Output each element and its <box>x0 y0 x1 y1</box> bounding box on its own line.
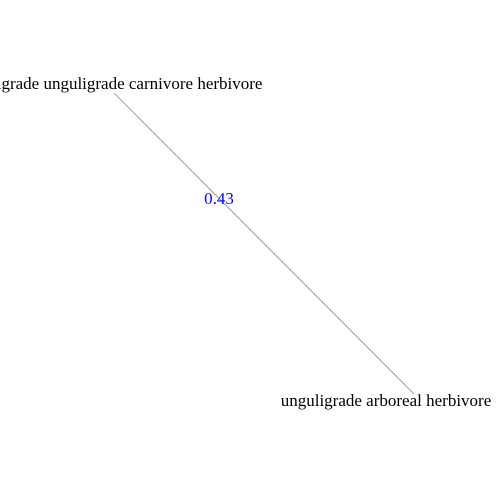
edge-weight-label: 0.43 <box>204 189 234 208</box>
node-label: digitigrade unguligrade carnivore herbiv… <box>0 74 262 93</box>
edge-line <box>113 92 415 395</box>
node-label: unguligrade arboreal herbivore <box>281 391 492 410</box>
